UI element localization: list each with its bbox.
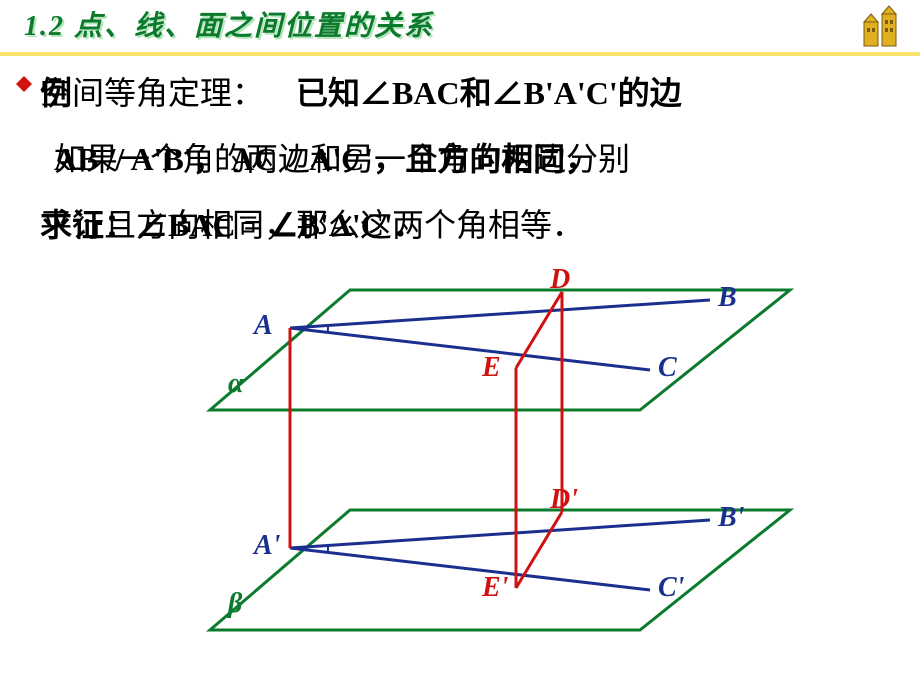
segment-ApBp xyxy=(290,520,710,548)
label-B: B xyxy=(718,282,737,314)
geometry-figure: α β A B C D E A' B' C' D' E' xyxy=(150,260,810,670)
text-line-1-front: 例 已知∠BAC和∠B'A'C'的边 xyxy=(40,68,682,114)
label-beta: β xyxy=(228,588,242,620)
label-C: C xyxy=(658,352,677,384)
figure-svg xyxy=(150,260,810,670)
segment-AC xyxy=(290,328,650,370)
label-E: E xyxy=(482,352,501,384)
segment-ApCp xyxy=(290,548,650,590)
plane-beta xyxy=(210,510,790,630)
label-D: D xyxy=(550,264,570,296)
building-icon xyxy=(858,4,908,48)
label-Dp: D' xyxy=(550,484,578,516)
header-title: 1.2 点、线、面之间位置的关系 xyxy=(24,4,434,44)
segment-AB xyxy=(290,300,710,328)
label-Ep: E' xyxy=(482,572,508,604)
slide-root: 1.2 点、线、面之间位置的关系 空间等角定理： 例 已知∠BAC和∠B'A'C… xyxy=(0,0,920,690)
label-Cp: C' xyxy=(658,572,684,604)
label-alpha: α xyxy=(228,368,244,400)
text-line-2-front: AB // A'B'， AC // A'C'，且方向相同， xyxy=(54,134,597,180)
label-Ap: A' xyxy=(254,530,280,562)
label-A: A xyxy=(254,310,273,342)
slide-header: 1.2 点、线、面之间位置的关系 xyxy=(0,0,920,56)
plane-alpha xyxy=(210,290,790,410)
text-line-3-front: 求证：∠BAC = ∠B'A'C'． xyxy=(40,200,425,246)
label-Bp: B' xyxy=(718,502,744,534)
bullet-icon xyxy=(16,76,32,92)
